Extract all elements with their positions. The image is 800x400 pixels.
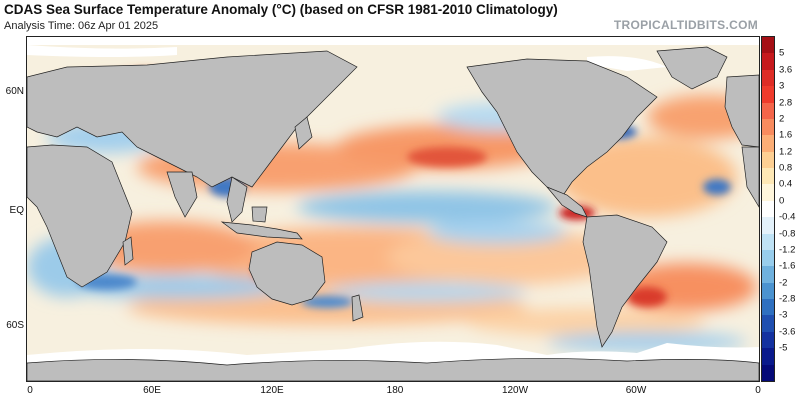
colorbar-segment bbox=[762, 168, 774, 185]
lat-label-60n: 60N bbox=[5, 86, 24, 97]
colorbar-tick-label: -2 bbox=[779, 277, 788, 289]
land-masses bbox=[27, 46, 759, 381]
colorbar-segment bbox=[762, 200, 774, 218]
land-antarctica bbox=[27, 358, 759, 381]
colorbar-tick-label: -0.8 bbox=[779, 228, 796, 240]
colorbar-segment bbox=[762, 184, 774, 202]
land-madagascar bbox=[122, 236, 134, 266]
land-south-america bbox=[582, 214, 668, 348]
land-indonesia bbox=[220, 221, 303, 240]
colorbar-tick-label: -1.6 bbox=[779, 260, 796, 272]
colorbar-segment bbox=[762, 249, 774, 267]
colorbar-segment bbox=[762, 348, 774, 366]
colorbar-segment bbox=[762, 53, 774, 71]
colorbar-tick-label: 0.4 bbox=[779, 178, 793, 190]
lon-label-120w: 120W bbox=[501, 385, 529, 396]
land-japan bbox=[294, 116, 313, 150]
colorbar-segment bbox=[762, 299, 774, 316]
lon-label-0-right: 0 bbox=[755, 385, 761, 396]
colorbar-tick-label: 0 bbox=[779, 195, 785, 207]
lon-label-120e: 120E bbox=[260, 385, 284, 396]
colorbar-segment bbox=[762, 217, 774, 235]
land-borneo bbox=[251, 206, 268, 223]
lon-label-180: 180 bbox=[386, 385, 404, 396]
colorbar-tick-label: 5 bbox=[779, 47, 785, 59]
colorbar-segment bbox=[762, 102, 774, 120]
colorbar-tick-label: 1.2 bbox=[779, 146, 793, 158]
colorbar-segment bbox=[762, 282, 774, 300]
colorbar-segment bbox=[762, 364, 774, 382]
colorbar-tick-label: -5 bbox=[779, 342, 788, 354]
land-greenland bbox=[656, 46, 728, 90]
colorbar-segment bbox=[762, 86, 774, 104]
colorbar-segment bbox=[762, 37, 774, 54]
colorbar-tick-label: -3.6 bbox=[779, 326, 796, 338]
colorbar-tick-label: 2.8 bbox=[779, 97, 793, 109]
colorbar-segment bbox=[762, 118, 774, 136]
colorbar-tick-label: -1.2 bbox=[779, 244, 796, 256]
land-north-america bbox=[466, 58, 658, 198]
map-title: CDAS Sea Surface Temperature Anomaly (°C… bbox=[4, 2, 558, 17]
land-new-zealand bbox=[351, 294, 364, 322]
colorbar-tick-label: 1.6 bbox=[779, 129, 793, 141]
map-canvas bbox=[27, 37, 759, 381]
colorbar-segment bbox=[762, 233, 774, 251]
colorbar-segment bbox=[762, 315, 774, 333]
colorbar-segment bbox=[762, 135, 774, 153]
colorbar-tick-label: -0.4 bbox=[779, 211, 796, 223]
colorbar-segment bbox=[762, 266, 774, 284]
lon-label-0-left: 0 bbox=[27, 385, 33, 396]
colorbar-tick-label: 2 bbox=[779, 113, 785, 125]
land-australia bbox=[248, 241, 326, 306]
colorbar-tick-label: 0.8 bbox=[779, 162, 793, 174]
colorbar-tick-label: -2.8 bbox=[779, 293, 796, 305]
brand-watermark: TROPICALTIDBITS.COM bbox=[613, 18, 758, 32]
colorbar-tick-label: -3 bbox=[779, 309, 788, 321]
colorbar-tick-label: 3 bbox=[779, 80, 785, 92]
land-africa bbox=[27, 144, 133, 288]
land-africa-east-edge bbox=[741, 146, 759, 208]
colorbar bbox=[761, 36, 775, 382]
land-europe-east-edge bbox=[724, 74, 759, 148]
colorbar-segment bbox=[762, 69, 774, 87]
colorbar-segment bbox=[762, 151, 774, 169]
sst-anomaly-map bbox=[26, 36, 760, 382]
lat-label-eq: EQ bbox=[9, 205, 24, 216]
colorbar-tick-label: 3.6 bbox=[779, 64, 793, 76]
lat-label-60s: 60S bbox=[6, 320, 24, 331]
colorbar-segment bbox=[762, 331, 774, 349]
land-se-asia bbox=[226, 176, 248, 223]
analysis-time: Analysis Time: 06z Apr 01 2025 bbox=[4, 20, 159, 32]
land-india bbox=[166, 171, 198, 218]
lon-label-60e: 60E bbox=[143, 385, 161, 396]
lon-label-60w: 60W bbox=[625, 385, 647, 396]
